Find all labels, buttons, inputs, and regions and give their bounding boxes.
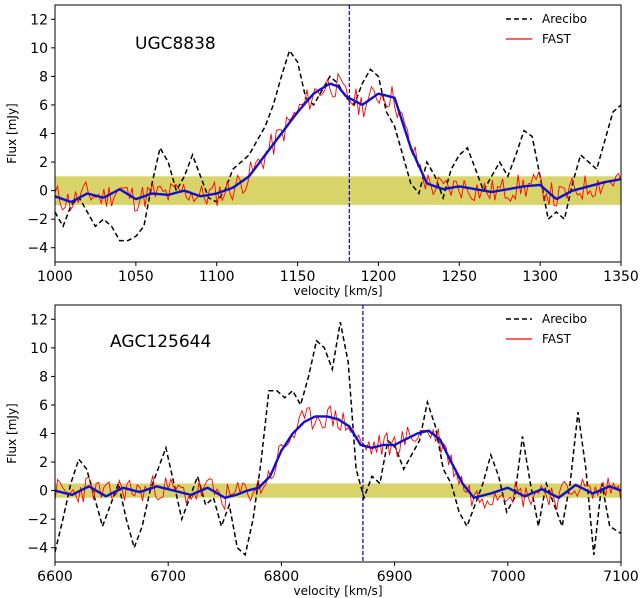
x-tick-label: 6600 — [37, 569, 73, 585]
x-tick-label: 1000 — [37, 269, 73, 285]
legend: Arecibo FAST — [506, 312, 587, 346]
x-tick-label: 1250 — [441, 269, 477, 285]
y-tick-label: 8 — [39, 369, 48, 385]
x-tick-label: 1150 — [280, 269, 316, 285]
x-tick-label: 6900 — [377, 569, 413, 585]
y-tick-label: 6 — [39, 98, 48, 114]
y-axis-label: Flux [mJy] — [5, 103, 19, 163]
x-tick-label: 1100 — [199, 269, 235, 285]
x-tick-label: 1050 — [118, 269, 154, 285]
y-tick-label: 12 — [30, 312, 48, 328]
legend-arecibo-label: Arecibo — [542, 12, 587, 26]
panel-ugc8838: 1000 1050 1100 1150 1200 1250 1300 1350 −4 −2 0 2 4 6… — [5, 4, 639, 298]
y-tick-label: −2 — [27, 512, 48, 528]
y-tick-label: 12 — [30, 12, 48, 28]
legend-fast-label: FAST — [542, 332, 572, 346]
series-fast-line — [55, 72, 621, 212]
x-tick-label: 6700 — [150, 569, 186, 585]
chart-title: UGC8838 — [135, 34, 216, 54]
chart-title: AGC125644 — [110, 332, 211, 352]
x-tick-label: 1350 — [603, 269, 639, 285]
y-tick-label: 0 — [39, 484, 48, 500]
y-tick-label: −2 — [27, 212, 48, 228]
y-tick-label: 2 — [39, 155, 48, 171]
y-tick-label: 4 — [39, 127, 48, 143]
y-tick-label: 6 — [39, 398, 48, 414]
x-tick-label: 6800 — [264, 569, 300, 585]
y-tick-label: 8 — [39, 69, 48, 85]
x-axis-label: velocity [km/s] — [293, 584, 382, 598]
series-smoothed-line — [55, 415, 621, 499]
y-tick-label: 0 — [39, 184, 48, 200]
series-arecibo-line — [55, 321, 621, 557]
x-tick-label: 1200 — [361, 269, 397, 285]
x-axis-label: velocity [km/s] — [293, 284, 382, 298]
legend-fast-label: FAST — [542, 32, 572, 46]
panel-agc125644: 6600 6700 6800 6900 7000 7100 −4 −2 0 2 4 6 8 10 12 vel… — [5, 304, 639, 598]
series-smoothed-line — [55, 82, 621, 203]
series-arecibo-line — [55, 49, 621, 242]
y-tick-label: −4 — [27, 541, 48, 557]
x-tick-label: 7100 — [603, 569, 639, 585]
x-tick-label: 7000 — [490, 569, 526, 585]
y-tick-label: 2 — [39, 455, 48, 471]
x-tick-label: 1300 — [522, 269, 558, 285]
y-tick-label: 4 — [39, 427, 48, 443]
y-tick-label: 10 — [30, 41, 48, 57]
y-tick-label: −4 — [27, 241, 48, 257]
y-axis-label: Flux [mJy] — [5, 403, 19, 463]
y-tick-label: 10 — [30, 341, 48, 357]
legend: Arecibo FAST — [506, 12, 587, 46]
legend-arecibo-label: Arecibo — [542, 312, 587, 326]
